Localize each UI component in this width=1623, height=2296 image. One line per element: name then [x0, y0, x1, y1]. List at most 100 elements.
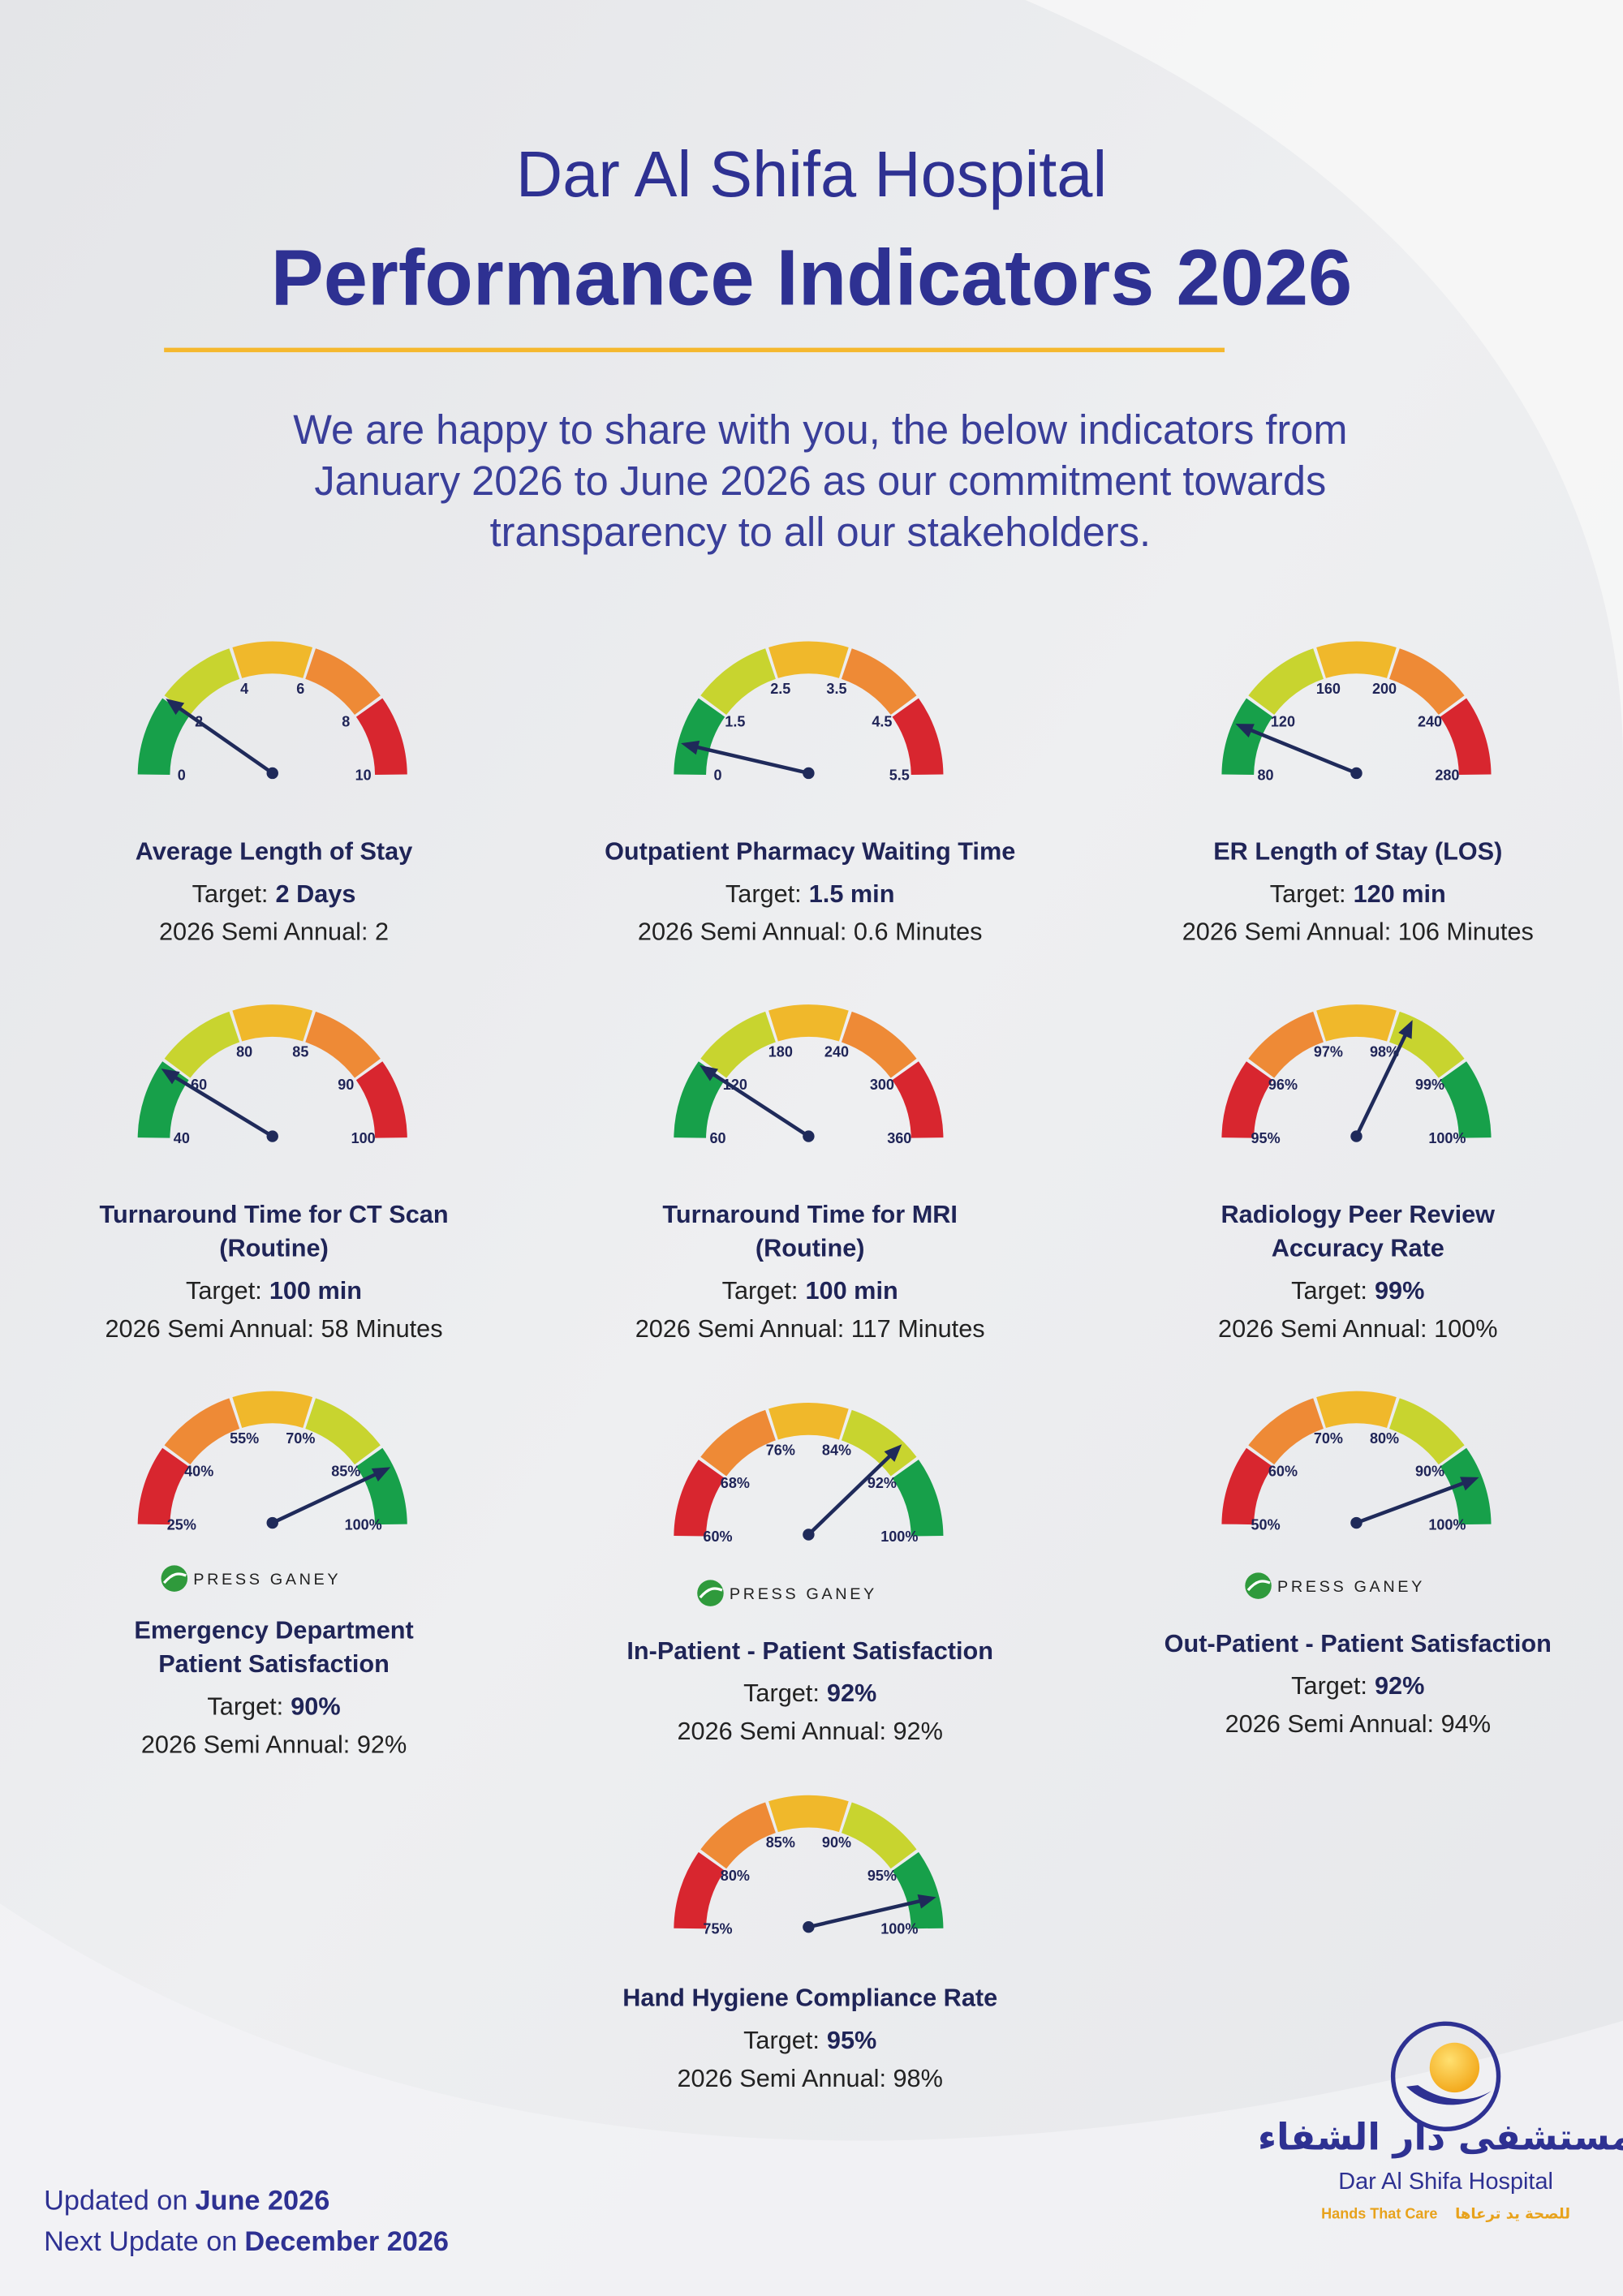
gauge-target: Target: 100 min — [722, 1276, 898, 1305]
logo-text: PRESS GANEY — [730, 1585, 877, 1603]
gauge-tick-label: 10 — [355, 767, 372, 783]
updated-date: June 2026 — [195, 2186, 329, 2216]
intro-line: transparency to all our stakeholders. — [490, 509, 1151, 555]
target-label: Target: — [722, 1276, 799, 1305]
gauge-needle — [1240, 724, 1358, 776]
gauge-title: Patient Satisfaction — [158, 1649, 390, 1678]
gauge-title: Hand Hygiene Compliance Rate — [622, 1984, 997, 2012]
gauge-card: 80 120 160 200 240 280 ER Length of Stay (LOS)… — [1182, 641, 1534, 946]
gauge-tick-label: 0 — [713, 767, 721, 783]
gauge-card: 95% 96% 97% 98% 99% 100% Radiology Peer Review… — [1218, 1004, 1498, 1343]
gauge-tick-label: 68% — [721, 1475, 750, 1491]
gauge-tick-label: 85% — [766, 1834, 795, 1851]
gauge-tick-label: 85% — [331, 1464, 360, 1480]
gauge-pivot — [1350, 1130, 1363, 1142]
target-label: Target: — [1270, 879, 1346, 908]
gauge-tick-label: 280 — [1435, 767, 1459, 783]
logo-mark-line — [1246, 1580, 1271, 1592]
gauge-title: Turnaround Time for CT Scan — [100, 1200, 449, 1228]
gauge-target: Target: 120 min — [1270, 879, 1446, 908]
gauge-band — [232, 1391, 313, 1429]
gauge-tick-label: 95% — [867, 1868, 897, 1884]
gauge-tick-label: 100% — [1428, 1516, 1466, 1533]
gauge-band — [1316, 641, 1397, 679]
gauge-pivot — [803, 1130, 815, 1142]
gauge-tick-label: 5.5 — [889, 767, 910, 783]
gauge-title: Radiology Peer Review — [1221, 1200, 1496, 1228]
target-value: 1.5 min — [809, 879, 895, 908]
gauge-tick-label: 80% — [1370, 1430, 1399, 1447]
gauge-band — [1440, 1061, 1492, 1139]
gauge-result: 2026 Semi Annual: 94% — [1225, 1709, 1491, 1738]
gauge-tick-label: 55% — [230, 1430, 259, 1447]
gauge-result: 2026 Semi Annual: 58 Minutes — [105, 1314, 443, 1343]
gauge-tick-label: 60 — [709, 1130, 725, 1146]
updated-label: Updated on — [44, 2186, 187, 2216]
gauge-tick-label: 360 — [887, 1130, 911, 1146]
gauge-band — [768, 1004, 849, 1042]
target-value: 92% — [827, 1679, 876, 1707]
gauge-needle-head — [681, 740, 700, 755]
gauge-card: 50% 60% 70% 80% 90% 100% PRESS GANEY Out-Patien… — [1165, 1391, 1552, 1738]
gauge-result: 2026 Semi Annual: 98% — [677, 2064, 942, 2092]
gauge-tick-label: 70% — [286, 1430, 315, 1447]
gauge-band — [1388, 1398, 1465, 1465]
gauge-band — [1221, 1061, 1273, 1139]
gauge-tick-label: 100% — [345, 1516, 382, 1533]
gauge-tick-label: 120 — [723, 1077, 747, 1093]
logo-name: Dar Al Shifa Hospital — [1338, 2169, 1553, 2195]
logo-sun — [1429, 2042, 1480, 2093]
gauge-target: Target: 92% — [1291, 1671, 1424, 1700]
gauge-title: (Routine) — [756, 1234, 865, 1262]
gauge-tick-label: 100 — [351, 1130, 376, 1146]
logo-text: PRESS GANEY — [193, 1571, 341, 1589]
gauge-title: Out-Patient - Patient Satisfaction — [1165, 1629, 1552, 1658]
gauge-tick-label: 2.5 — [770, 681, 790, 697]
gauge-needle — [807, 1447, 899, 1537]
gauge-band — [355, 1447, 407, 1525]
gauge-result: 2026 Semi Annual: 100% — [1218, 1314, 1497, 1343]
target-value: 95% — [827, 2026, 876, 2054]
gauge-band — [768, 641, 849, 679]
gauge-title: (Routine) — [219, 1234, 329, 1262]
gauge-title: Average Length of Stay — [136, 836, 412, 865]
gauge-needle — [1354, 1024, 1412, 1137]
gauge-tick-label: 180 — [768, 1044, 793, 1060]
gauge-band — [164, 648, 240, 716]
gauge-band — [674, 1460, 725, 1537]
gauge-tick-label: 90% — [822, 1834, 851, 1851]
gauge-band — [137, 1447, 189, 1525]
gauge-title: Turnaround Time for MRI — [662, 1200, 958, 1228]
next-date: December 2026 — [244, 2226, 449, 2257]
next-label: Next Update on — [44, 2226, 237, 2257]
target-value: 120 min — [1354, 879, 1446, 908]
gauge-title: In-Patient - Patient Satisfaction — [626, 1636, 993, 1665]
gauge-card: 0 1.5 2.5 3.5 4.5 5.5 Outpatient Pharmacy Wait… — [605, 641, 1015, 946]
gauge-band — [1248, 1398, 1324, 1465]
target-label: Target: — [725, 879, 802, 908]
gauge-band — [1316, 1004, 1397, 1042]
gauge-tick-label: 70% — [1314, 1430, 1343, 1447]
gauge-band — [674, 698, 725, 776]
updated-line: Updated on June 2026 — [44, 2186, 329, 2216]
gauge-tick-label: 90 — [338, 1077, 354, 1093]
gauge-band — [355, 698, 407, 776]
gauge-tick-label: 84% — [822, 1442, 851, 1458]
gauge-title: Emergency Department — [134, 1616, 413, 1645]
gauge-needle-head — [371, 1467, 391, 1482]
logo-mark — [1245, 1572, 1272, 1599]
gauge-band — [700, 1011, 777, 1079]
target-value: 92% — [1375, 1671, 1424, 1700]
logo-mark — [161, 1565, 188, 1592]
gauge-needle-head — [884, 1444, 902, 1462]
gauge-tick-label: 40% — [184, 1464, 213, 1480]
logo-ring — [1390, 2021, 1501, 2131]
target-label: Target: — [192, 879, 269, 908]
gauge-tick-label: 0 — [178, 767, 186, 783]
gauge-band — [1221, 698, 1273, 776]
gauge-band — [700, 1802, 777, 1869]
